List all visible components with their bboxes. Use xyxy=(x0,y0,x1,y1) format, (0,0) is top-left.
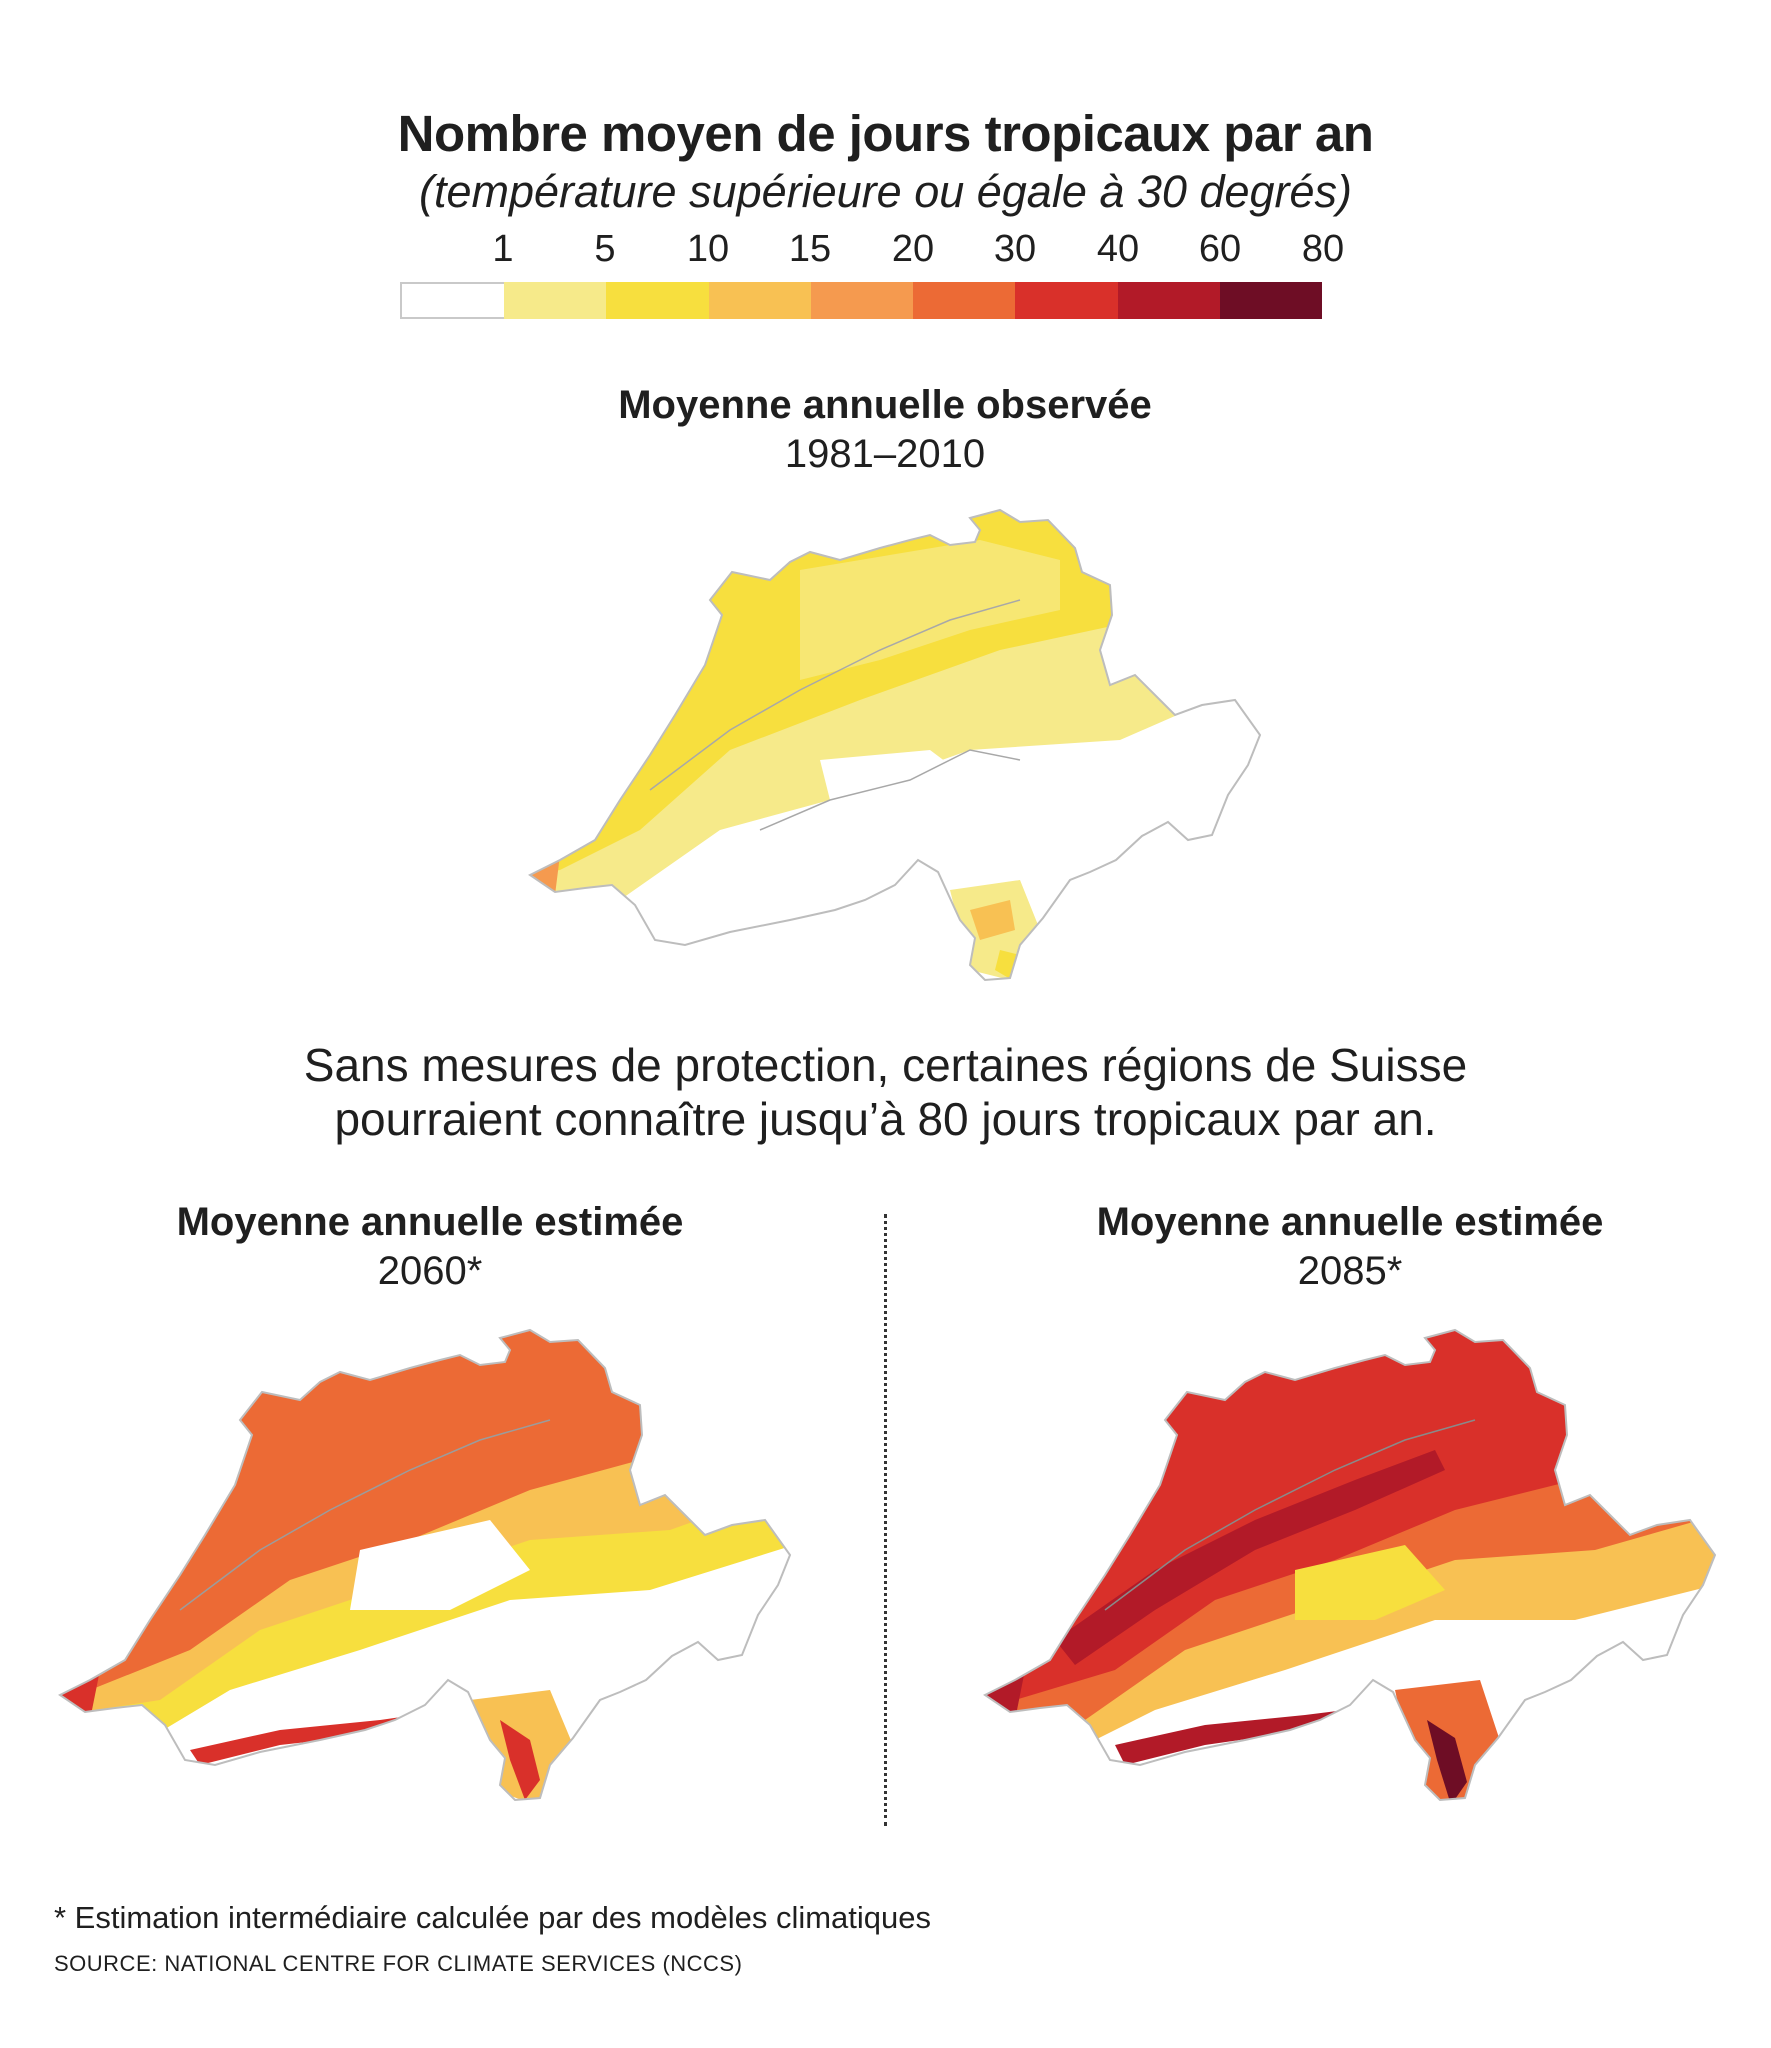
switzerland-map-2060 xyxy=(58,1328,792,1802)
source-credit: SOURCE: NATIONAL CENTRE FOR CLIMATE SERV… xyxy=(54,1951,743,1976)
claim-line-2: pourraient connaître jusqu’à 80 jours tr… xyxy=(334,1093,1437,1145)
legend-tick-1: 1 xyxy=(492,228,514,270)
footnote: * Estimation intermédiaire calculée par … xyxy=(54,1900,932,1935)
legend-swatch-2 xyxy=(606,282,709,319)
legend-swatch-1 xyxy=(504,282,607,319)
map-title-2085: Moyenne annuelle estimée xyxy=(1096,1200,1604,1244)
legend-tick-15: 15 xyxy=(788,228,832,270)
legend-tick-30: 30 xyxy=(993,228,1037,270)
legend-tick-10: 10 xyxy=(686,228,730,270)
map-period-2085: 2085* xyxy=(1297,1249,1403,1293)
switzerland-map-observed xyxy=(528,508,1262,982)
legend-swatch-5 xyxy=(913,282,1016,319)
claim-line-1: Sans mesures de protection, certaines ré… xyxy=(303,1039,1468,1091)
map-title-2060: Moyenne annuelle estimée xyxy=(176,1200,684,1244)
legend-swatch-4 xyxy=(810,282,914,319)
chart-title: Nombre moyen de jours tropicaux par an xyxy=(397,105,1374,162)
legend-tick-20: 20 xyxy=(891,228,935,270)
legend-swatch-6 xyxy=(1015,282,1118,319)
legend-swatch-7 xyxy=(1117,282,1220,319)
legend-tick-40: 40 xyxy=(1096,228,1140,270)
chart-subtitle: (température supérieure ou égale à 30 de… xyxy=(418,166,1353,217)
map-period-2060: 2060* xyxy=(377,1249,483,1293)
legend-swatch-3 xyxy=(708,282,811,319)
divider xyxy=(884,1214,887,1826)
map-period-observed: 1981–2010 xyxy=(784,432,986,476)
legend-color-bar xyxy=(400,282,1322,319)
switzerland-map-2085 xyxy=(983,1328,1717,1802)
legend-tick-60: 60 xyxy=(1198,228,1242,270)
claim-text: Sans mesures de protection, certaines ré… xyxy=(0,1038,1771,1146)
map-title-observed: Moyenne annuelle observée xyxy=(618,383,1152,427)
legend-swatch-0 xyxy=(400,282,505,319)
legend-tick-80: 80 xyxy=(1301,228,1345,270)
legend-swatch-8 xyxy=(1219,282,1322,319)
legend-tick-5: 5 xyxy=(594,228,616,270)
